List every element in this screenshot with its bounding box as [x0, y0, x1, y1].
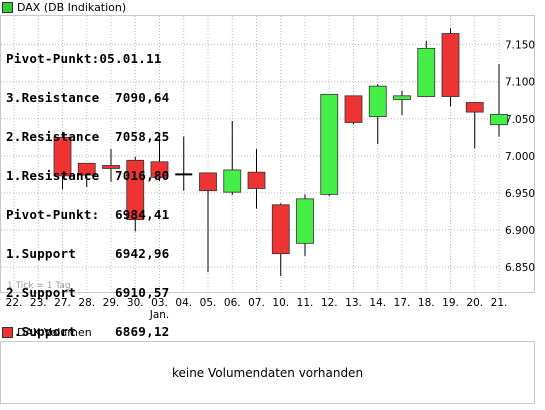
y-tick-label: 7.050 [505, 114, 535, 126]
candle-down [126, 159, 145, 221]
pivot-line: 3.Support 6869,12 [6, 324, 170, 339]
candle-up [490, 113, 508, 126]
y-tick-label: 6.950 [505, 188, 535, 200]
x-tick-label: 20. [466, 297, 483, 309]
candle-down [344, 95, 363, 123]
pivot-line: 3.Resistance 7090,64 [6, 90, 170, 105]
pivot-line: 2.Resistance 7058,25 [6, 129, 170, 144]
x-tick-label: 22. [6, 297, 23, 309]
x-tick-label: 29. [103, 297, 120, 309]
x-tick-label: 21. [491, 297, 508, 309]
price-legend-swatch [2, 1, 13, 13]
x-tick-label: 19. [442, 297, 459, 309]
candle-up [223, 169, 242, 193]
x-tick-label: 28. [78, 297, 95, 309]
price-legend: DAX (DB Indikation) [2, 0, 127, 14]
candle-down [199, 172, 217, 192]
x-tick-label: 13. [345, 297, 362, 309]
candle-up [393, 95, 411, 100]
x-tick-sublabel: Jan. [149, 309, 170, 321]
y-tick-label: 6.850 [505, 262, 535, 274]
x-tick-label: 17. [394, 297, 411, 309]
x-tick-label: 12. [321, 297, 338, 309]
candle-down [150, 161, 169, 178]
price-chart-panel [0, 15, 535, 293]
x-tick-label: 30. [127, 297, 144, 309]
candle-down [102, 165, 120, 169]
candle-down [465, 102, 484, 113]
pivot-line: Pivot-Punkt: 6984,41 [6, 207, 170, 222]
x-tick-label: 03. [151, 297, 168, 309]
candle-up [320, 93, 339, 195]
pivot-line: Pivot-Punkt:05.01.11 [6, 51, 162, 66]
y-tick-label: 7.100 [505, 77, 535, 89]
pivot-line: 1.Resistance 7016,80 [6, 168, 170, 183]
candlestick-chart: 7.150 7.100 7.050 7.000 6.950 6.900 6.850 22. 23… [1, 16, 535, 321]
tick-note: 1 Tick = 1 Tag [7, 281, 71, 291]
price-legend-label: DAX (DB Indikation) [17, 0, 127, 14]
x-tick-label: 10. [272, 297, 289, 309]
x-tick-label: 05. [200, 297, 217, 309]
y-tick-label: 7.000 [505, 151, 535, 163]
pivot-table: Pivot-Punkt:05.01.11 3.Resistance 7090,6… [6, 26, 169, 351]
candle-down [77, 162, 96, 176]
pivot-line: 2.Support 6910,57 [6, 285, 170, 300]
x-tick-label: 06. [224, 297, 241, 309]
volume-legend-swatch [2, 326, 13, 338]
y-tick-label: 6.900 [505, 225, 535, 237]
candle-down [271, 204, 290, 255]
x-tick-label: 23. [30, 297, 47, 309]
x-tick-label: 04. [175, 297, 192, 309]
x-tick-label: 18. [418, 297, 435, 309]
candle-down [53, 136, 72, 177]
volume-legend-label: DAX Volumen [17, 325, 92, 339]
candle-down [441, 33, 460, 97]
candle-up [417, 47, 436, 97]
x-tick-label: 14. [369, 297, 386, 309]
candle-down [247, 171, 266, 189]
volume-panel: keine Volumendaten vorhanden [0, 341, 535, 404]
candle-up [368, 85, 387, 117]
candle-up [296, 198, 314, 244]
volume-legend: DAX Volumen [2, 325, 92, 339]
x-tick-label: 11. [297, 297, 314, 309]
x-tick-label: 07. [248, 297, 265, 309]
y-tick-label: 7.150 [505, 40, 535, 52]
no-volume-message: keine Volumendaten vorhanden [171, 365, 364, 380]
pivot-line: 1.Support 6942,96 [6, 246, 170, 261]
x-tick-label: 27. [54, 297, 71, 309]
